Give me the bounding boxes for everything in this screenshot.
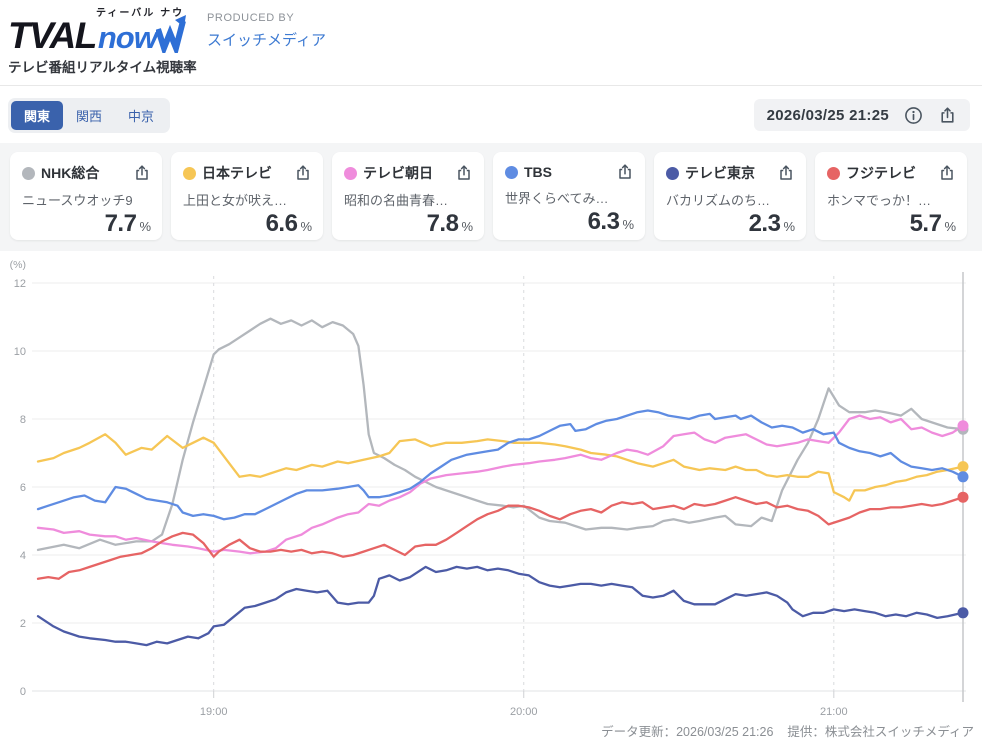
x-tick-label-21:00: 21:00: [820, 706, 848, 718]
y-tick-label-2: 2: [20, 618, 26, 630]
series-end-dot-フジテレビ: [957, 491, 969, 503]
rating-value-row: 6.6%: [183, 210, 312, 238]
share-icon[interactable]: [938, 106, 957, 125]
data-footer: データ更新：2026/03/25 21:26 提供：株式会社スイッチメディア: [601, 721, 974, 740]
x-tick-label-19:00: 19:00: [200, 706, 228, 718]
rating-unit: %: [300, 219, 312, 234]
x-tick-label-20:00: 20:00: [510, 706, 538, 718]
rating-value-row: 5.7%: [827, 210, 956, 238]
channel-color-dot: [666, 166, 679, 180]
series-line-TBS: [36, 409, 965, 521]
share-icon[interactable]: [616, 163, 634, 181]
rating-value: 7.7: [104, 210, 137, 237]
share-icon[interactable]: [938, 164, 956, 182]
rating-value: 5.7: [909, 210, 942, 237]
program-title: バカリズムのち…: [666, 193, 771, 208]
info-icon[interactable]: [904, 106, 923, 125]
rating-unit: %: [622, 217, 634, 232]
channel-name: NHK総合: [41, 165, 100, 181]
channel-color-dot: [827, 166, 840, 180]
channel-color-dot: [344, 166, 357, 180]
channel-name: フジテレビ: [846, 165, 916, 181]
rating-value: 6.6: [265, 210, 298, 237]
series-line-NHK総合: [36, 317, 965, 552]
rating-unit: %: [461, 219, 473, 234]
y-tick-label-0: 0: [20, 686, 26, 698]
share-icon[interactable]: [455, 164, 473, 182]
series-line-テレビ朝日: [36, 414, 965, 555]
channel-color-dot: [183, 166, 196, 180]
footer-updated: データ更新：2026/03/25 21:26: [601, 725, 774, 739]
series-line-フジテレビ: [36, 496, 965, 580]
channel-card-0[interactable]: NHK総合ニュースウオッチ9 7.7%: [10, 152, 162, 240]
program-title: ホンマでっか！…: [827, 193, 932, 208]
footer-provider: 提供：株式会社スイッチメディア: [787, 725, 974, 739]
current-timestamp: 2026/03/25 21:25: [766, 106, 889, 124]
y-axis-unit-label: (%): [10, 259, 26, 271]
rating-value-row: 6.3%: [505, 208, 634, 236]
channel-color-dot: [505, 165, 518, 179]
channel-name: テレビ東京: [685, 165, 755, 181]
program-title: ニュースウオッチ9: [22, 193, 133, 208]
y-tick-label-10: 10: [14, 346, 26, 358]
channel-name: 日本テレビ: [202, 165, 272, 181]
channel-name: テレビ朝日: [363, 165, 433, 181]
produced-by-label: PRODUCED BY: [207, 12, 295, 24]
region-tab-2[interactable]: 中京: [128, 109, 155, 124]
series-end-dot-テレビ朝日: [957, 420, 969, 432]
status-bar: 2026/03/25 21:25: [753, 99, 970, 131]
rating-value-row: 7.7%: [22, 210, 151, 238]
y-tick-label-6: 6: [20, 482, 26, 494]
header-divider: [0, 85, 982, 86]
logo-title-main: TVAL: [8, 15, 97, 56]
logo-furigana: ティーバル ナウ: [96, 8, 185, 19]
logo-arrow-icon: [155, 15, 186, 53]
logo-tagline: テレビ番組リアルタイム視聴率: [8, 60, 197, 75]
channel-card-1[interactable]: 日本テレビ上田と女が吠え… 6.6%: [171, 152, 323, 240]
rating-unit: %: [783, 219, 795, 234]
program-title: 世界くらべてみ…: [505, 191, 609, 206]
channel-card-5[interactable]: フジテレビホンマでっか！… 5.7%: [815, 152, 967, 240]
y-tick-label-4: 4: [20, 550, 26, 562]
channel-card-4[interactable]: テレビ東京バカリズムのち… 2.3%: [654, 152, 806, 240]
series-end-dot-テレビ東京: [957, 607, 969, 619]
series-line-テレビ東京: [36, 565, 965, 647]
rating-value: 6.3: [587, 208, 620, 235]
share-icon[interactable]: [133, 164, 151, 182]
logo-title-sub: now: [97, 20, 158, 55]
rating-value: 2.3: [748, 210, 781, 237]
region-tab-bar: 関東 関西 中京: [8, 98, 171, 133]
rating-unit: %: [944, 219, 956, 234]
produced-by-block: PRODUCED BY スイッチメディア: [207, 12, 326, 50]
share-icon[interactable]: [777, 164, 795, 182]
series-end-dot-日本テレビ: [957, 461, 969, 473]
rating-value-row: 2.3%: [666, 210, 795, 238]
region-tab-1[interactable]: 関西: [76, 109, 103, 124]
series-line-日本テレビ: [36, 433, 965, 502]
program-title: 昭和の名曲青春…: [344, 193, 449, 208]
app-logo[interactable]: ティーバル ナウ TVAL now テレビ番組リアルタイム視聴率: [8, 4, 208, 76]
y-tick-label-8: 8: [20, 414, 26, 426]
channel-name: TBS: [524, 164, 552, 180]
channel-card-3[interactable]: TBS 世界くらべてみ… 6.3%: [493, 152, 645, 240]
rating-unit: %: [139, 219, 151, 234]
channel-card-band: NHK総合 ニュースウオッチ9 7.7% 日本テレビ 上田と女が吠え… 6.6% テレビ朝日…: [0, 143, 982, 251]
producer-link[interactable]: スイッチメディア: [207, 32, 326, 49]
series-end-dot-TBS: [957, 471, 969, 483]
share-icon[interactable]: [294, 164, 312, 182]
rating-value-row: 7.8%: [344, 210, 473, 238]
channel-color-dot: [22, 166, 35, 180]
region-tab-0[interactable]: 関東: [11, 101, 64, 130]
y-tick-label-12: 12: [14, 278, 26, 290]
rating-value: 7.8: [426, 210, 459, 237]
program-title: 上田と女が吠え…: [183, 193, 288, 208]
channel-card-2[interactable]: テレビ朝日昭和の名曲青春… 7.8%: [332, 152, 484, 240]
